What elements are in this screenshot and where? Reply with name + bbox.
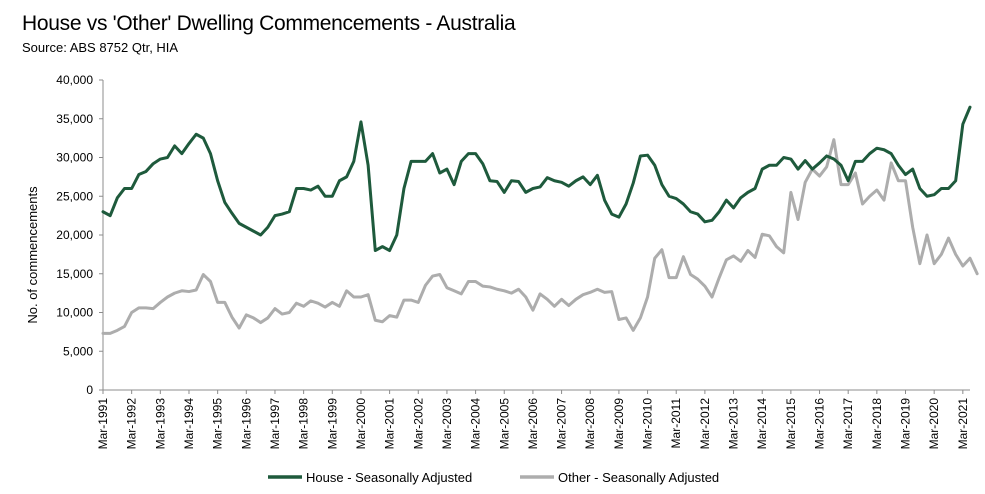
x-tick-label: Mar-1995 <box>211 398 225 450</box>
legend-label-house: House - Seasonally Adjusted <box>306 470 472 485</box>
x-tick-label: Mar-2019 <box>899 398 913 450</box>
y-tick-label: 25,000 <box>56 189 93 203</box>
x-tick-label: Mar-2015 <box>784 398 798 450</box>
chart-subtitle: Source: ABS 8752 Qtr, HIA <box>22 40 179 55</box>
y-tick-label: 0 <box>86 383 93 397</box>
x-axis: Mar-1991 Mar-1992 Mar-1993 Mar-1994 Mar-1995… <box>96 389 970 450</box>
y-tick-label: 30,000 <box>56 151 93 165</box>
series-lines <box>101 105 979 335</box>
x-tick-label: Mar-1992 <box>125 398 139 450</box>
x-tick-label: Mar-2010 <box>641 398 655 450</box>
x-tick-label: Mar-2009 <box>612 398 626 450</box>
x-tick-label: Mar-2016 <box>813 398 827 450</box>
y-tick-label: 20,000 <box>56 228 93 242</box>
y-axis: 0 5,000 10,000 15,000 20,000 25,000 30,000 35,0… <box>56 73 104 397</box>
x-tick-label: Mar-2007 <box>555 398 569 450</box>
y-tick-label: 5,000 <box>63 344 93 358</box>
x-tick-label: Mar-2003 <box>440 398 454 450</box>
y-axis-title: No. of commencements <box>25 186 40 324</box>
x-tick-label: Mar-1991 <box>96 398 110 450</box>
x-tick-label: Mar-2002 <box>411 398 425 450</box>
y-tick-label: 40,000 <box>56 73 93 87</box>
x-tick-label: Mar-2017 <box>841 398 855 450</box>
x-tick-label: Mar-2008 <box>583 398 597 450</box>
y-tick-label: 10,000 <box>56 306 93 320</box>
x-tick-label: Mar-1994 <box>182 398 196 450</box>
y-tick-label: 35,000 <box>56 112 93 126</box>
x-tick-label: Mar-1997 <box>268 398 282 450</box>
x-tick-label: Mar-2001 <box>383 398 397 450</box>
x-tick-label: Mar-2011 <box>669 398 683 449</box>
x-tick-label: Mar-2021 <box>956 398 970 450</box>
x-tick-label: Mar-1996 <box>239 398 253 450</box>
legend-label-other: Other - Seasonally Adjusted <box>558 470 719 485</box>
x-tick-label: Mar-2006 <box>526 398 540 450</box>
x-tick-label: Mar-2004 <box>469 398 483 450</box>
x-tick-label: Mar-1993 <box>153 398 167 450</box>
x-tick-label: Mar-2012 <box>698 398 712 450</box>
chart-title: House vs 'Other' Dwelling Commencements … <box>22 12 516 35</box>
x-tick-label: Mar-2014 <box>755 398 769 450</box>
y-tick-label: 15,000 <box>56 267 93 281</box>
x-tick-label: Mar-2020 <box>927 398 941 450</box>
x-tick-label: Mar-2018 <box>870 398 884 450</box>
x-tick-label: Mar-2013 <box>727 398 741 450</box>
x-tick-label: Mar-2005 <box>497 398 511 450</box>
series-line-house <box>101 105 972 252</box>
series-line-other <box>101 138 979 335</box>
x-tick-label: Mar-1998 <box>297 398 311 450</box>
x-tick-label: Mar-2000 <box>354 398 368 450</box>
x-tick-label: Mar-1999 <box>325 398 339 450</box>
legend: House - Seasonally Adjusted Other - Seaso… <box>268 470 719 485</box>
